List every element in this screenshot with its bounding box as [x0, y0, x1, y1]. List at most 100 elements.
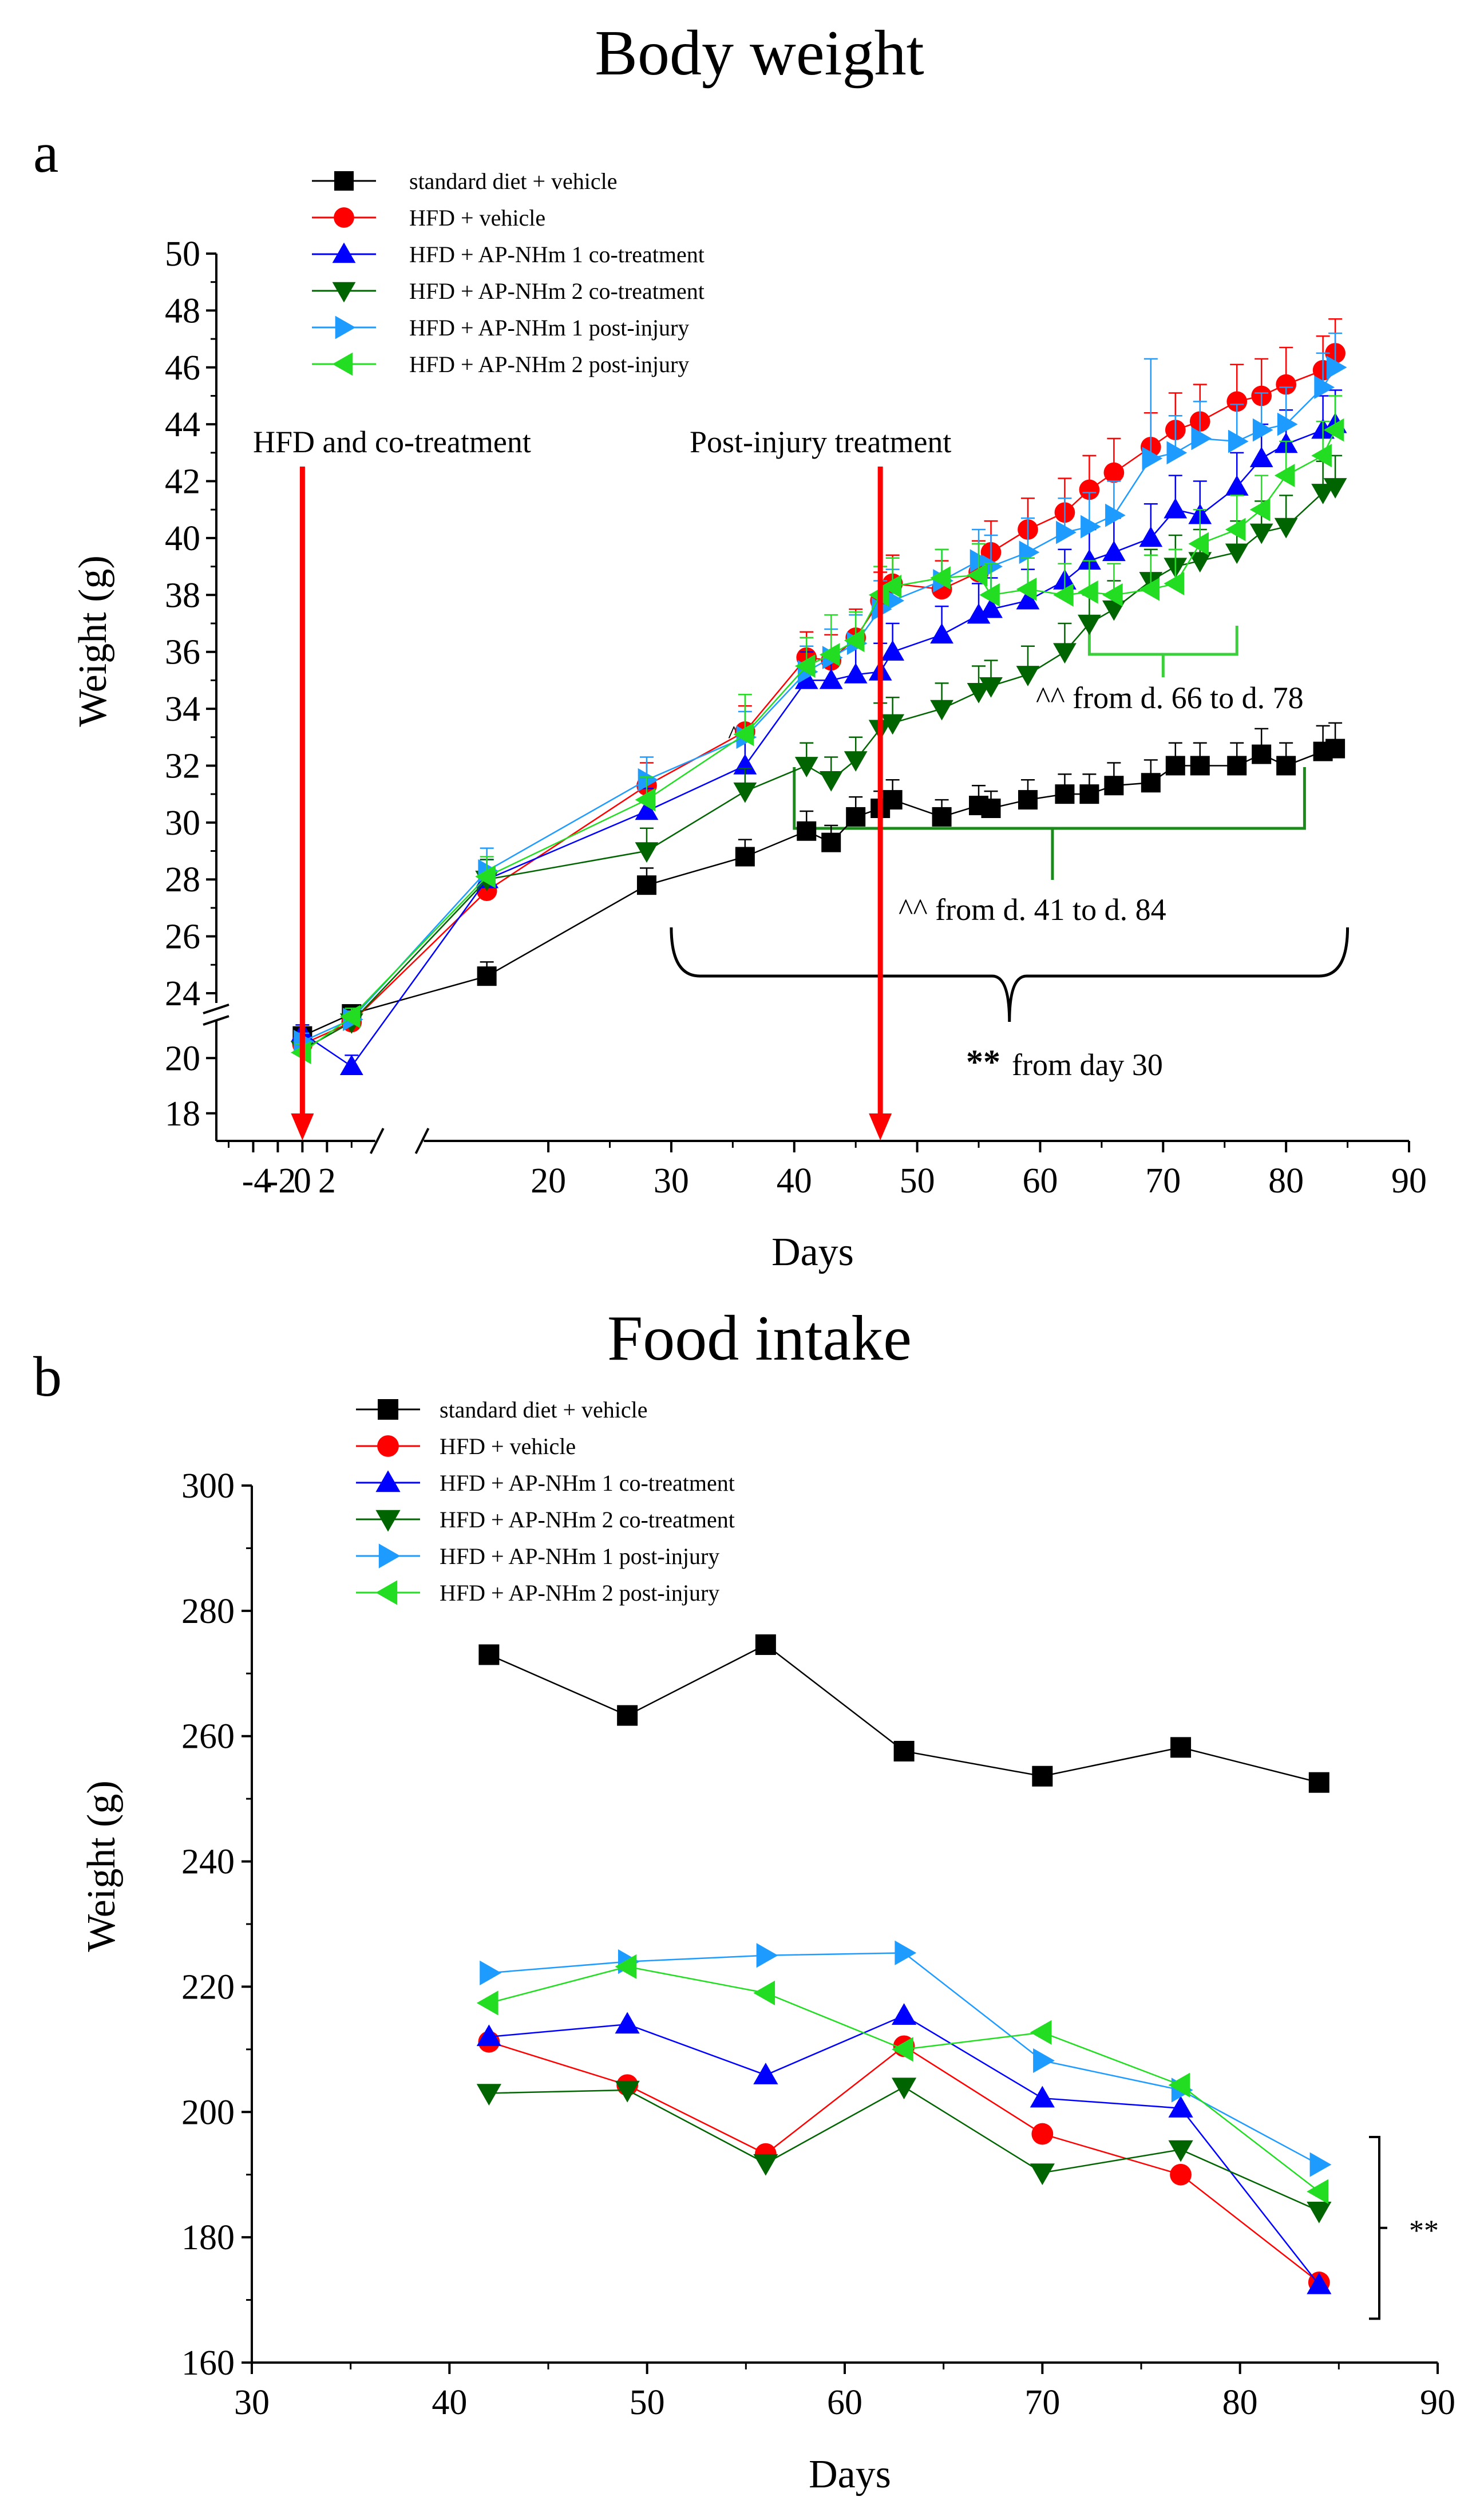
y-tick-label: 280 [181, 1592, 235, 1631]
data-point [475, 864, 496, 888]
data-point [1191, 426, 1212, 451]
data-point [794, 757, 818, 777]
data-point [735, 847, 755, 867]
data-point [819, 771, 843, 792]
y-break-mark [203, 1004, 229, 1014]
data-point [1307, 2179, 1328, 2204]
legend-label: HFD + AP-NHm 2 post-injury [409, 351, 689, 377]
data-point [1104, 776, 1124, 796]
data-point [844, 751, 868, 772]
data-point [819, 668, 843, 689]
data-point [979, 583, 1000, 607]
y-tick-label: 26 [165, 918, 200, 957]
y-break-mark [203, 1015, 229, 1026]
legend-marker [375, 1470, 401, 1492]
x-tick-label: 50 [900, 1162, 935, 1200]
data-point [967, 603, 991, 624]
significance-bracket [1369, 2136, 1387, 2320]
data-point [1102, 600, 1126, 621]
legend-marker [335, 315, 356, 339]
data-point [756, 1943, 778, 1968]
data-point [1105, 503, 1126, 527]
x-tick-label: 2 [318, 1162, 336, 1200]
data-point [636, 875, 656, 895]
legend-marker [332, 352, 353, 376]
series-4 [476, 2077, 1332, 2223]
data-point [981, 799, 1001, 818]
data-point [733, 722, 754, 746]
series-line [489, 1952, 1320, 2166]
data-point [1307, 2201, 1332, 2223]
data-point [478, 1644, 500, 1665]
data-point [969, 549, 991, 573]
x-tick-label: 30 [234, 2383, 270, 2422]
legend-label: HFD + vehicle [440, 1433, 576, 1459]
data-point [1311, 444, 1332, 468]
legend-label: HFD + AP-NHm 1 co-treatment [440, 1470, 735, 1496]
data-point [1078, 580, 1098, 604]
y-tick-label: 36 [165, 633, 200, 672]
data-point [1274, 518, 1298, 539]
data-point [846, 807, 866, 827]
data-point [967, 682, 991, 704]
data-point [1019, 540, 1040, 564]
data-point [930, 623, 953, 644]
data-point [755, 1634, 776, 1655]
legend-marker [378, 1543, 401, 1569]
data-point [476, 1990, 498, 2016]
data-point [1325, 738, 1346, 759]
data-point [883, 790, 903, 810]
y-tick-label: 160 [181, 2344, 235, 2383]
data-point [881, 714, 905, 735]
data-point [895, 1940, 917, 1965]
arrow-post-injury-treatment-label: Post-injury treatment [690, 425, 951, 459]
legend-label: HFD + AP-NHm 2 co-treatment [440, 1507, 735, 1532]
legend-label: standard diet + vehicle [409, 168, 618, 194]
data-point [1016, 588, 1040, 610]
data-point [1225, 475, 1249, 496]
panel-a-title: Body weight [595, 18, 924, 89]
data-point [1225, 518, 1246, 542]
series-4 [290, 455, 1347, 1062]
series-5 [480, 1940, 1332, 2177]
data-point [893, 1740, 915, 1761]
data-point [1033, 2048, 1055, 2073]
data-point [1226, 391, 1248, 412]
data-point [794, 654, 816, 678]
data-point [339, 1054, 363, 1076]
arrow-hfd-co-treatment-label: HFD and co-treatment [253, 425, 531, 459]
data-point [1081, 515, 1101, 539]
data-point [1030, 2163, 1055, 2186]
data-point [1249, 497, 1271, 522]
bracket-days-66-78-label: ^^ from d. 66 to d. 78 [1036, 681, 1304, 715]
series-6 [290, 395, 1344, 1064]
data-point [753, 1980, 775, 2005]
legend-marker [378, 1399, 398, 1420]
bracket-from-day-30-label: from day 30 [1012, 1048, 1163, 1082]
data-point [1053, 583, 1074, 607]
legend-label: HFD + AP-NHm 1 post-injury [409, 315, 689, 341]
x-tick-label: 90 [1391, 1162, 1427, 1200]
data-point [1078, 614, 1101, 635]
data-point [733, 782, 757, 803]
y-tick-label: 200 [181, 2093, 235, 2132]
panel-b-letter: b [33, 1345, 62, 1408]
series-line [302, 748, 1336, 1037]
data-point [638, 768, 659, 792]
data-point [1228, 429, 1249, 453]
data-point [1053, 643, 1077, 664]
legend-marker [332, 242, 356, 263]
series-1 [292, 722, 1346, 1046]
y-tick-label: 20 [165, 1039, 200, 1078]
panel-a-letter: a [33, 121, 58, 184]
panel-b-title: Food intake [607, 1303, 912, 1374]
legend-marker [334, 171, 354, 191]
bracket-days-41-84-label: ^^ from d. 41 to d. 84 [899, 892, 1166, 927]
legend-marker [332, 282, 356, 303]
data-point [615, 2080, 640, 2103]
x-tick-label: 50 [630, 2383, 665, 2422]
legend-marker [375, 1580, 398, 1605]
y-tick-label: 50 [165, 235, 200, 274]
legend-label: HFD + AP-NHm 2 post-injury [440, 1580, 719, 1606]
x-tick-label: -4 [242, 1162, 272, 1200]
